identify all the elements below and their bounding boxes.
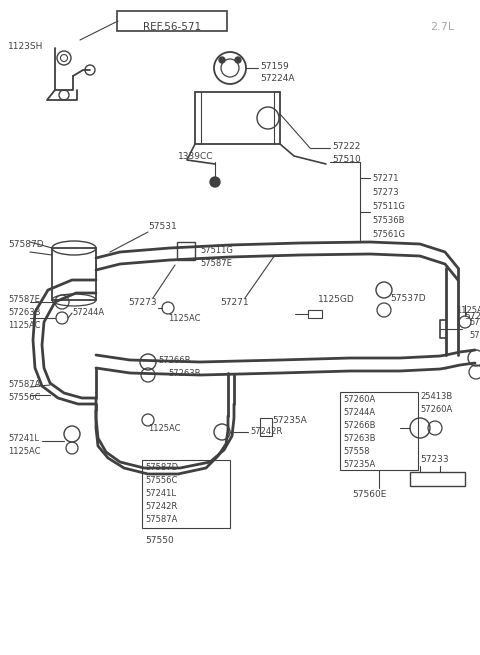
Text: 57266B: 57266B <box>158 356 191 365</box>
Text: 57587D: 57587D <box>145 463 178 472</box>
Text: 57587A: 57587A <box>145 515 178 524</box>
Text: 57235A: 57235A <box>272 416 307 425</box>
Text: 57537D: 57537D <box>390 294 426 303</box>
Text: 57273: 57273 <box>372 188 398 197</box>
Text: 57561G: 57561G <box>372 230 405 239</box>
Circle shape <box>210 177 220 187</box>
Text: 57244A: 57244A <box>343 408 375 417</box>
Text: 1125AC: 1125AC <box>8 447 40 456</box>
Bar <box>52 248 96 300</box>
Text: 57536B: 57536B <box>469 331 480 340</box>
Text: 57587E: 57587E <box>8 295 40 304</box>
Text: 1125AC: 1125AC <box>456 306 480 315</box>
Text: 57560E: 57560E <box>352 490 386 499</box>
Text: 57235A: 57235A <box>343 460 375 469</box>
Text: 57587E: 57587E <box>200 259 232 268</box>
Text: 1339CC: 1339CC <box>178 152 214 161</box>
Text: 57273: 57273 <box>128 298 156 307</box>
Text: 57558: 57558 <box>343 447 370 456</box>
Text: 57242R: 57242R <box>250 427 282 436</box>
Text: 57242R: 57242R <box>145 502 177 511</box>
Circle shape <box>219 57 225 63</box>
Text: 57266B: 57266B <box>343 421 375 430</box>
Text: 57587A: 57587A <box>8 380 40 389</box>
Text: 57556C: 57556C <box>8 393 40 402</box>
Text: 57263B: 57263B <box>168 369 201 378</box>
Text: 1125GD: 1125GD <box>318 295 355 304</box>
Text: 2.7L: 2.7L <box>430 22 454 32</box>
Circle shape <box>235 57 241 63</box>
Bar <box>340 392 418 470</box>
FancyBboxPatch shape <box>117 11 227 31</box>
Text: 57260A: 57260A <box>343 395 375 404</box>
Text: 57556C: 57556C <box>145 476 178 485</box>
Text: 57232: 57232 <box>464 312 480 321</box>
Text: 57222: 57222 <box>332 142 360 151</box>
Bar <box>177 242 195 260</box>
Text: 57233: 57233 <box>420 455 449 464</box>
Text: 57536B: 57536B <box>372 216 405 225</box>
Text: 57241L: 57241L <box>8 434 39 443</box>
Text: 57271: 57271 <box>220 298 249 307</box>
Text: 57244A: 57244A <box>72 308 104 317</box>
Text: REF.56-571: REF.56-571 <box>143 22 201 32</box>
Text: 1125AC: 1125AC <box>8 321 40 330</box>
Text: 57550: 57550 <box>145 536 174 545</box>
Text: 57531: 57531 <box>148 222 177 231</box>
Text: 57271: 57271 <box>372 174 398 183</box>
Bar <box>410 472 465 486</box>
Text: 57587D: 57587D <box>8 240 44 249</box>
Bar <box>308 310 322 318</box>
Text: 1125AC: 1125AC <box>168 314 201 323</box>
Text: 57558: 57558 <box>469 318 480 327</box>
Text: 57511G: 57511G <box>200 246 233 255</box>
Bar <box>260 418 272 436</box>
Bar <box>195 92 280 144</box>
Text: 57224A: 57224A <box>260 74 295 83</box>
Text: 57159: 57159 <box>260 62 289 71</box>
Text: 57260A: 57260A <box>420 405 452 414</box>
Text: 57263B: 57263B <box>343 434 375 443</box>
Text: 57510: 57510 <box>332 155 361 164</box>
Text: 1125AC: 1125AC <box>148 424 180 433</box>
Bar <box>142 460 230 528</box>
Text: 57263B: 57263B <box>8 308 40 317</box>
Text: 57511G: 57511G <box>372 202 405 211</box>
Text: 1123SH: 1123SH <box>8 42 43 51</box>
Text: 25413B: 25413B <box>420 392 452 401</box>
Text: 57241L: 57241L <box>145 489 176 498</box>
